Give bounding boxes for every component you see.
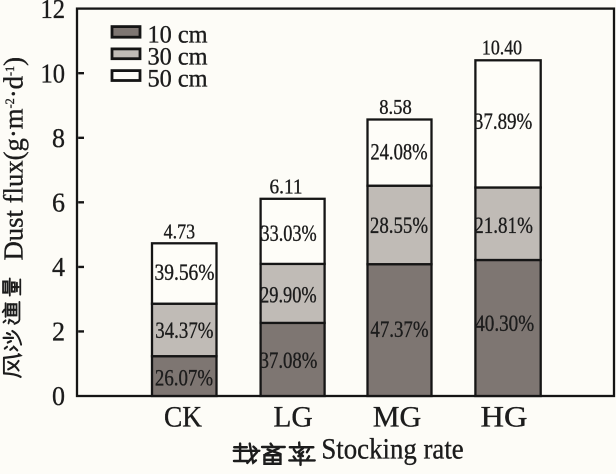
svg-text:6: 6 [52,187,65,218]
svg-text:37.08%: 37.08% [260,348,318,374]
svg-text:Stocking rate: Stocking rate [321,433,463,466]
svg-text:10.40: 10.40 [482,36,522,60]
svg-text:8.58: 8.58 [379,95,411,119]
svg-text:12: 12 [41,0,66,24]
svg-text:HG: HG [481,401,528,433]
svg-text:4: 4 [52,251,65,282]
svg-text:10: 10 [41,58,66,89]
svg-text:8: 8 [52,122,65,153]
svg-text:26.07%: 26.07% [155,366,213,392]
svg-text:6.11: 6.11 [270,174,303,198]
svg-text:50 cm: 50 cm [148,66,209,93]
svg-text:LG: LG [273,401,312,433]
svg-text:40.30%: 40.30% [475,311,534,337]
svg-text:28.55%: 28.55% [370,213,428,239]
svg-text:21.81%: 21.81% [474,213,533,239]
svg-text:Dust flux(g·m-2·d-1): Dust flux(g·m-2·d-1) [0,57,28,261]
svg-text:2: 2 [52,316,65,347]
svg-text:39.56%: 39.56% [155,260,215,286]
svg-text:37.89%: 37.89% [474,109,532,135]
svg-text:MG: MG [373,401,422,433]
svg-text:10 cm: 10 cm [148,21,209,48]
svg-text:47.37%: 47.37% [370,317,428,343]
svg-text:30 cm: 30 cm [148,44,209,71]
svg-text:CK: CK [164,401,202,433]
svg-text:29.90%: 29.90% [260,282,317,308]
svg-text:34.37%: 34.37% [155,318,213,344]
svg-text:4.73: 4.73 [164,220,196,244]
svg-text:33.03%: 33.03% [261,221,317,247]
svg-text:0: 0 [52,380,65,411]
svg-text:24.08%: 24.08% [370,140,427,166]
